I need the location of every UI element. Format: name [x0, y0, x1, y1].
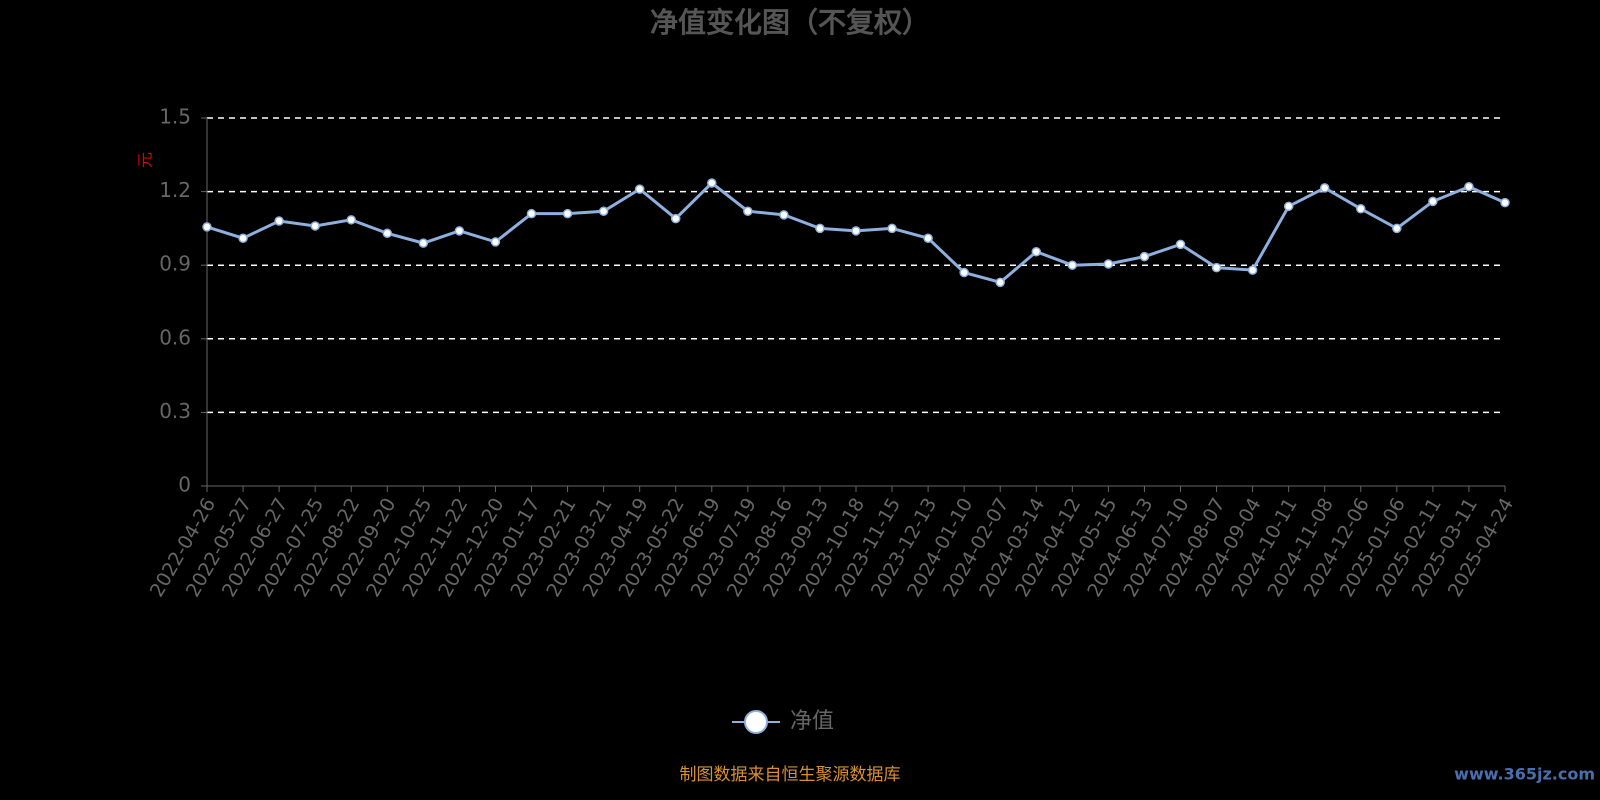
legend-label: 净值 [790, 709, 834, 734]
point [707, 178, 717, 188]
legend-marker [744, 710, 768, 734]
y-tick-label: 1.2 [159, 178, 191, 202]
point [670, 213, 681, 224]
point [851, 226, 861, 236]
point [743, 206, 753, 216]
source-note: 制图数据来自恒生聚源数据库 [680, 765, 901, 785]
point [382, 228, 393, 239]
point [815, 223, 825, 234]
point [1103, 259, 1114, 269]
point [779, 210, 789, 220]
point [1392, 223, 1402, 234]
point [346, 215, 356, 225]
chart-title: 净值变化图（不复权） [650, 6, 930, 39]
point [1067, 260, 1078, 270]
point [995, 277, 1005, 288]
point [274, 216, 284, 226]
watermark: www.365jz.com [1454, 765, 1595, 784]
point [1139, 251, 1150, 262]
point [959, 267, 969, 278]
point [418, 238, 429, 248]
y-tick-label: 0 [178, 473, 191, 497]
point [454, 226, 465, 236]
point [310, 221, 320, 231]
point [1283, 201, 1294, 212]
point [1175, 239, 1186, 250]
point [238, 233, 248, 243]
point [1356, 204, 1366, 214]
point [598, 206, 609, 216]
y-tick-label: 1.5 [159, 105, 191, 129]
point [923, 233, 933, 243]
point [526, 208, 537, 219]
point [1500, 197, 1510, 208]
point [202, 222, 212, 232]
point [1464, 181, 1474, 192]
point [490, 237, 501, 247]
point [887, 223, 897, 234]
point [1211, 262, 1222, 273]
y-tick-label: 0.6 [159, 325, 191, 349]
point [562, 208, 573, 219]
point [634, 184, 645, 194]
y-axis-label: 元 [136, 152, 155, 168]
point [1247, 265, 1258, 275]
point [1031, 246, 1042, 257]
point [1428, 196, 1438, 207]
y-tick-label: 0.3 [159, 399, 191, 423]
point [1319, 183, 1330, 193]
y-tick-label: 0.9 [159, 252, 191, 276]
